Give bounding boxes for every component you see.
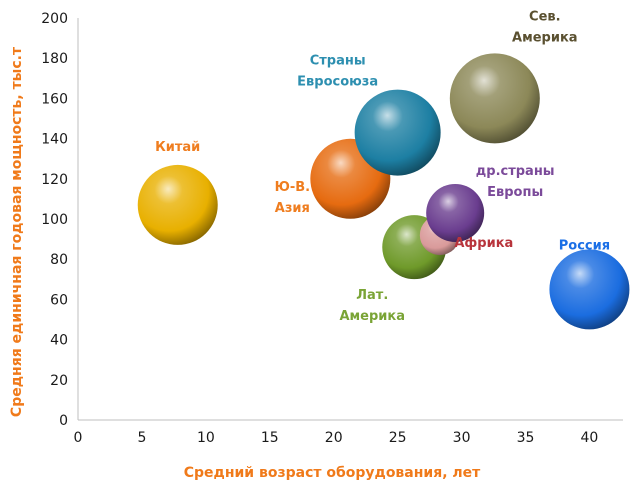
bubble-label-line: Китай xyxy=(155,140,200,155)
bubble-label-line: Ю-В. xyxy=(275,180,311,195)
y-tick-label: 160 xyxy=(41,91,68,107)
bubble-label-line: Америка xyxy=(340,309,406,324)
bubble xyxy=(449,53,540,144)
y-tick-label: 140 xyxy=(41,132,68,148)
x-tick-label: 0 xyxy=(74,430,83,446)
y-tick-label: 60 xyxy=(50,292,68,308)
bubble-label: Ю-В. Азия xyxy=(275,180,311,216)
bubble-label-line: Европы xyxy=(487,185,543,200)
bubble xyxy=(549,249,630,330)
x-axis-title: Средний возраст оборудования, лет xyxy=(184,465,481,481)
bubble-label-line: Сев. xyxy=(529,9,561,24)
y-tick-label: 200 xyxy=(41,11,68,27)
x-tick-label: 25 xyxy=(389,430,407,446)
bubble-label: Лат. Америка xyxy=(340,288,406,324)
bubble xyxy=(426,183,485,242)
y-axis-title: Средняя единичная годовая мощность, тыс.… xyxy=(9,46,25,417)
y-tick-label: 20 xyxy=(50,373,68,389)
bubble-label-line: Азия xyxy=(275,201,310,216)
y-tick-label: 0 xyxy=(59,413,68,429)
x-tick-label: 20 xyxy=(325,430,343,446)
bubble-label-line: Страны xyxy=(310,54,366,69)
x-tick-label: 35 xyxy=(517,430,535,446)
bubble-label: Китай xyxy=(155,140,200,155)
bubble-label-line: др.страны xyxy=(476,164,555,179)
bubble-label: Сев. Америка xyxy=(512,9,578,45)
bubble-label: Страны Евросоюза xyxy=(297,54,378,90)
bubble xyxy=(137,164,218,245)
y-tick-label: 180 xyxy=(41,51,68,67)
axes xyxy=(77,18,623,421)
bubble-label: др.страны Европы xyxy=(476,164,555,200)
x-tick-label: 30 xyxy=(453,430,471,446)
bubble-label-line: Россия xyxy=(559,238,610,253)
x-tick-label: 15 xyxy=(261,430,279,446)
bubble-label: Россия xyxy=(559,238,610,253)
bubbles xyxy=(137,53,630,330)
x-tick-label: 40 xyxy=(581,430,599,446)
bubble xyxy=(354,89,441,176)
bubble-label: Африка xyxy=(454,236,513,251)
y-tick-label: 40 xyxy=(50,333,68,349)
y-tick-label: 100 xyxy=(41,212,68,228)
x-tick-label: 5 xyxy=(137,430,146,446)
x-tick-label: 10 xyxy=(197,430,215,446)
bubble-label-line: Лат. xyxy=(356,288,388,303)
y-tick-label: 80 xyxy=(50,252,68,268)
y-tick-label: 120 xyxy=(41,172,68,188)
bubble-label-line: Евросоюза xyxy=(297,75,378,90)
bubble-label-line: Америка xyxy=(512,30,578,45)
bubble-label-line: Африка xyxy=(454,236,513,251)
tick-labels: 0 5 10 15 20 25 30 35 40 0 20 40 60 80 100 120 140 160 180… xyxy=(41,11,598,446)
